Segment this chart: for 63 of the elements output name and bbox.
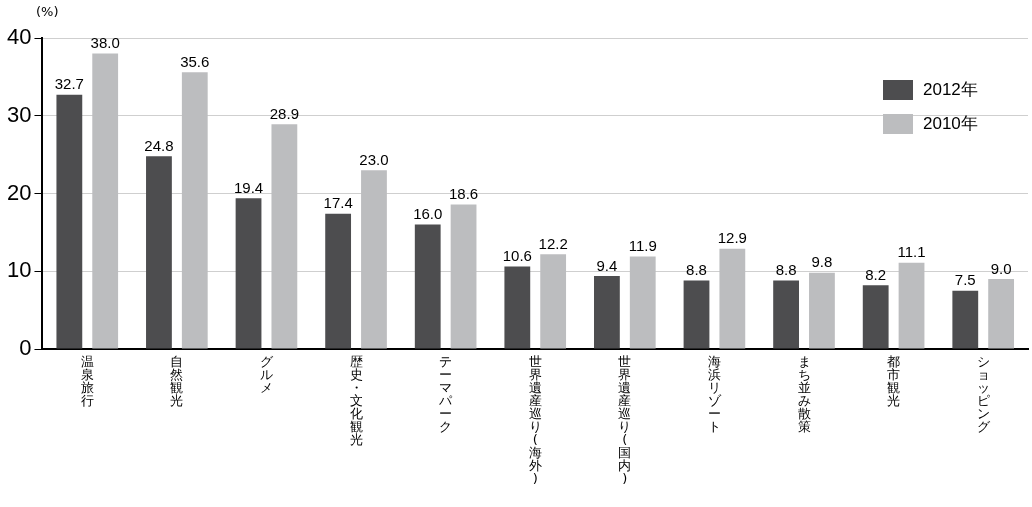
data-label: 11.9 <box>628 237 657 255</box>
data-label: 12.9 <box>717 229 747 247</box>
bar <box>594 275 620 349</box>
data-label: 24.8 <box>144 136 174 154</box>
bar <box>773 280 799 349</box>
data-label: 11.1 <box>897 243 926 261</box>
data-label: 35.6 <box>180 52 210 70</box>
x-tick-label: 海浜リゾート <box>706 354 722 434</box>
data-label: 8.8 <box>686 261 707 279</box>
x-tick-label: グルメ <box>258 354 274 395</box>
x-tick-label: 温泉旅行 <box>79 354 95 408</box>
data-label: 9.8 <box>811 253 833 271</box>
bar <box>235 198 262 349</box>
data-label: 10.6 <box>502 247 532 265</box>
bar <box>92 53 119 349</box>
bar <box>952 290 979 349</box>
data-label: 23.0 <box>359 150 389 168</box>
y-axis-title: (%) <box>36 4 59 19</box>
data-label: 8.8 <box>775 261 797 279</box>
data-label: 9.0 <box>990 259 1012 277</box>
bar <box>540 254 567 349</box>
bar <box>181 72 208 349</box>
bar <box>988 279 1015 349</box>
bar <box>56 94 83 349</box>
legend-label: 2010年 <box>923 113 978 133</box>
data-label: 8.2 <box>865 265 887 283</box>
y-tick-label: 30 <box>6 101 32 127</box>
data-label: 28.9 <box>269 104 299 122</box>
data-label: 18.6 <box>448 185 479 203</box>
legend-label: 2012年 <box>923 79 978 99</box>
y-tick-label: 10 <box>6 257 32 283</box>
bar <box>361 170 387 349</box>
bar <box>271 124 298 349</box>
data-label: 7.5 <box>954 271 976 289</box>
data-label: 38.0 <box>90 34 120 52</box>
category-label: 世界遺産巡り(海外) <box>528 354 542 486</box>
x-tick-label: 歴史・文化観光 <box>348 354 364 447</box>
bar <box>450 204 477 349</box>
bar <box>719 248 746 349</box>
data-label: 16.0 <box>413 205 443 223</box>
category-label: 世界遺産巡り(国内) <box>618 354 632 486</box>
data-label: 17.4 <box>323 194 353 212</box>
y-tick-label: 40 <box>6 24 32 50</box>
bar <box>414 224 441 349</box>
bar <box>504 266 531 349</box>
x-tick-label: まち並み散策 <box>796 354 812 434</box>
bar <box>809 272 835 349</box>
x-tick-label: ショッピング <box>975 354 991 434</box>
x-tick-label: テーマパーク <box>438 354 454 434</box>
bar <box>898 262 925 349</box>
bar <box>683 280 710 349</box>
bar <box>862 285 889 349</box>
data-label: 9.4 <box>596 256 618 274</box>
y-tick-label: 20 <box>6 179 32 205</box>
data-label: 12.2 <box>538 234 568 252</box>
data-label: 19.4 <box>233 178 264 196</box>
y-tick-label: 0 <box>19 335 32 361</box>
bar <box>629 256 656 349</box>
x-tick-label: 自然観光 <box>169 354 185 408</box>
x-tick-label: 都市観光 <box>886 354 902 408</box>
bar <box>146 156 172 349</box>
bar <box>325 213 352 349</box>
data-label: 32.7 <box>54 75 84 93</box>
